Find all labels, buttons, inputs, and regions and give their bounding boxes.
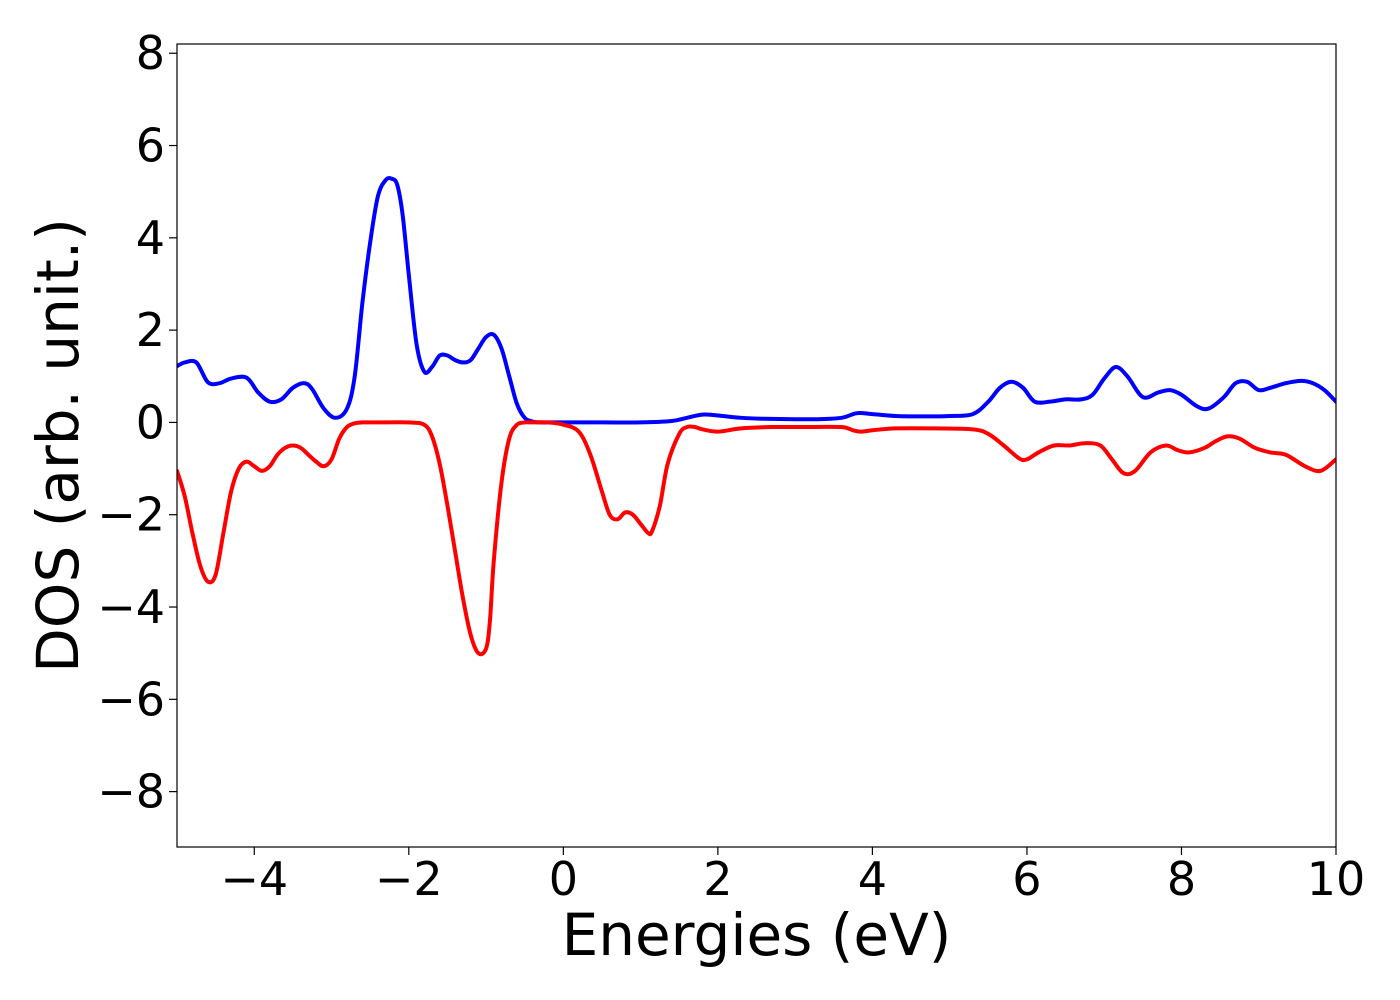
y-tick-label: −4 (97, 580, 165, 634)
y-tick-label: −2 (97, 488, 165, 542)
x-tick-label: 10 (1307, 852, 1366, 906)
y-tick-label: −8 (97, 765, 165, 819)
x-tick-label: −2 (375, 852, 443, 906)
series-line-0 (177, 176, 1336, 425)
x-tick-label: 2 (703, 852, 732, 906)
y-tick-label: 2 (136, 303, 165, 357)
x-tick-label: 6 (1012, 852, 1041, 906)
y-tick-label: 8 (136, 26, 165, 80)
x-axis-label: Energies (eV) (562, 901, 952, 969)
y-tick-label: 0 (136, 395, 165, 449)
x-tick-label: 8 (1167, 852, 1196, 906)
y-tick-label: 6 (136, 119, 165, 173)
x-tick-label: −4 (220, 852, 288, 906)
y-tick-label: −6 (97, 672, 165, 726)
series-line-1 (177, 420, 1336, 657)
axes-layer: −4 −2 0 2 4 6 8 10 −8 −6 −4 −2 0 2 4 6 8 (97, 26, 1365, 906)
y-axis-label: DOS (arb. unit.) (24, 218, 92, 673)
x-tick-label: 0 (549, 852, 578, 906)
y-tick-label: 4 (136, 211, 165, 265)
x-tick-label: 4 (858, 852, 887, 906)
plot-frame (176, 43, 1337, 848)
series-layer (177, 176, 1336, 657)
